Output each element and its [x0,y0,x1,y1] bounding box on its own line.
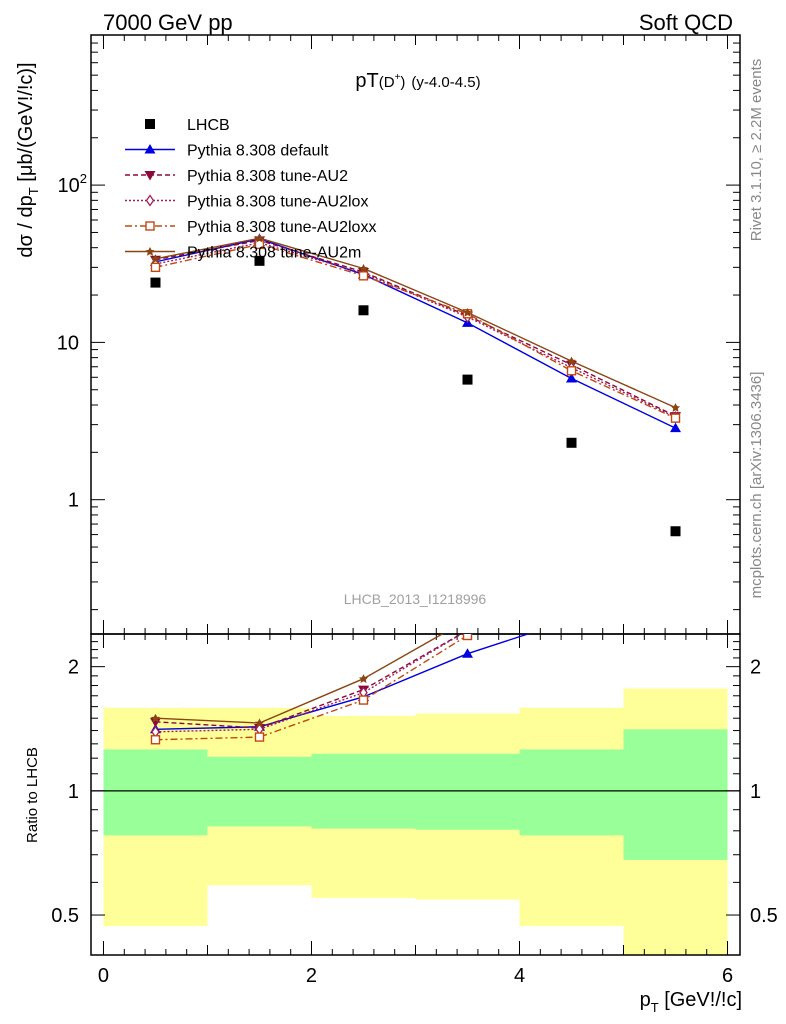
legend-marker-pythia-8-308-tune-au2lox [145,194,155,207]
point-pythia-8-308-default [566,372,578,383]
ratio-point-pythia-8-308-default [462,648,474,658]
title-close: ) [400,74,405,91]
point-pythia-8-308-tune-au2loxx [670,413,681,423]
ratio-y-tick-label-right: 0.5 [750,905,778,927]
analysis-watermark: LHCB_2013_I1218996 [344,591,487,607]
green-band-bin [207,756,312,827]
legend-marker-pythia-8-308-tune-au2m [145,247,155,256]
y-tick-label: 102 [58,171,87,197]
point-lhcb [462,374,473,385]
plot-title: pT(D+) (y-4.0-4.5) [355,70,480,92]
point-pythia-8-308-tune-au2m [254,233,264,243]
point-pythia-8-308-tune-au2m [567,356,577,366]
ratio-point-pythia-8-308-tune-au2loxx [150,735,161,745]
x-tick-label: 4 [514,965,525,987]
legend-label-pythia-8-308-tune-au2loxx: Pythia 8.308 tune-AU2loxx [187,219,376,236]
point-pythia-8-308-tune-au2loxx [150,262,161,273]
header-right-label: Soft QCD [639,10,733,35]
point-lhcb [358,305,369,316]
legend-marker-pythia-8-308-tune-au2 [144,171,156,181]
series-line-pythia-8-308-tune-au2lox [155,242,676,418]
legend-marker-lhcb [145,119,155,129]
ratio-point-pythia-8-308-tune-au2m [150,713,160,723]
x-tick-label: 0 [98,965,109,987]
x-tick-label: 2 [306,965,317,987]
ratio-line-pythia-8-308-tune-au2loxx [155,634,475,741]
series-line-pythia-8-308-tune-au2m [155,237,676,409]
main-y-axis-label: dσ / dpT [μb/(GeV!/!c)] [15,62,41,257]
title-range: (y-4.0-4.5) [411,74,480,91]
ratio-line-pythia-8-308-default [155,634,530,730]
ratio-point-pythia-8-308-tune-au2 [149,717,161,728]
ratio-series-group [149,634,530,745]
point-pythia-8-308-tune-au2m [358,263,368,273]
point-lhcb [150,277,161,288]
green-band-bin [415,753,520,830]
legend-label-pythia-8-308-tune-au2m: Pythia 8.308 tune-AU2m [187,245,361,262]
series-line-pythia-8-308-tune-au2 [155,239,676,417]
ratio-point-pythia-8-308-tune-au2m [358,674,368,684]
axis-ticks: 0 2 4 6 1 10 102 0.5 0.5 1 1 2 2 [51,34,778,987]
legend-label-pythia-8-308-tune-au2: Pythia 8.308 tune-AU2 [187,168,348,185]
ratio-point-pythia-8-308-tune-au2loxx [462,634,473,641]
y-label-part-b: [μb/(GeV!/!c)] [15,62,37,187]
point-pythia-8-308-tune-au2m [671,403,681,412]
legend-label-pythia-8-308-default: Pythia 8.308 default [187,143,329,160]
point-pythia-8-308-tune-au2loxx [358,271,369,281]
point-pythia-8-308-tune-au2loxx [566,366,577,376]
ratio-line-pythia-8-308-tune-au2lox [155,634,463,733]
y-tick-label: 10 [57,332,79,354]
series-line-pythia-8-308-default [155,238,676,429]
main-series-group [149,233,682,537]
green-band-bin [519,749,624,836]
point-pythia-8-308-tune-au2m [463,307,473,317]
ratio-point-pythia-8-308-tune-au2loxx [254,732,265,742]
legend-marker-pythia-8-308-default [144,144,156,154]
green-band-bin [103,749,208,836]
series-line-pythia-8-308-tune-au2loxx [155,243,676,419]
ratio-point-pythia-8-308-tune-au2loxx [358,695,369,705]
point-lhcb [254,255,265,266]
ratio-y-tick-label-right: 1 [750,781,761,803]
title-particle: (D [379,74,395,91]
ratio-y-tick-label: 1 [68,781,79,803]
x-tick-label: 6 [722,965,733,987]
ratio-y-tick-label: 0.5 [51,905,79,927]
ratio-uncertainty-bands [91,688,740,955]
title-superscript: + [395,72,401,83]
ratio-y-axis-label: Ratio to LHCB [24,747,41,843]
point-pythia-8-308-tune-au2m [150,254,160,264]
y-label-part-a: dσ / dp [15,195,37,257]
legend: LHCB Pythia 8.308 default Pythia 8.308 tun… [125,117,376,262]
title-main: pT [355,70,378,92]
header-left-label: 7000 GeV pp [103,10,233,35]
ratio-y-tick-label: 2 [68,657,79,679]
point-lhcb [670,526,681,537]
y-label-subscript: T [26,187,41,195]
point-lhcb [566,437,577,448]
side-label-mcplots: mcplots.cern.ch [arXiv:1306.3436] [748,372,765,599]
legend-marker-pythia-8-308-tune-au2loxx [145,221,155,231]
legend-label-lhcb: LHCB [187,117,230,134]
data-series [149,233,682,745]
ratio-point-pythia-8-308-tune-au2m [254,718,264,728]
ratio-line-pythia-8-308-tune-au2m [155,634,444,724]
ratio-y-tick-label-right: 2 [750,657,761,679]
x-axis-label: pT [GeV!/!c] [640,989,742,1015]
point-pythia-8-308-default [670,422,682,433]
side-label-rivet: Rivet 3.1.10, ≥ 2.2M events [748,59,765,242]
y-tick-label: 1 [68,490,79,512]
legend-label-pythia-8-308-tune-au2lox: Pythia 8.308 tune-AU2lox [187,194,368,211]
green-band-bin [623,729,728,860]
ratio-line-pythia-8-308-tune-au2 [155,634,463,729]
